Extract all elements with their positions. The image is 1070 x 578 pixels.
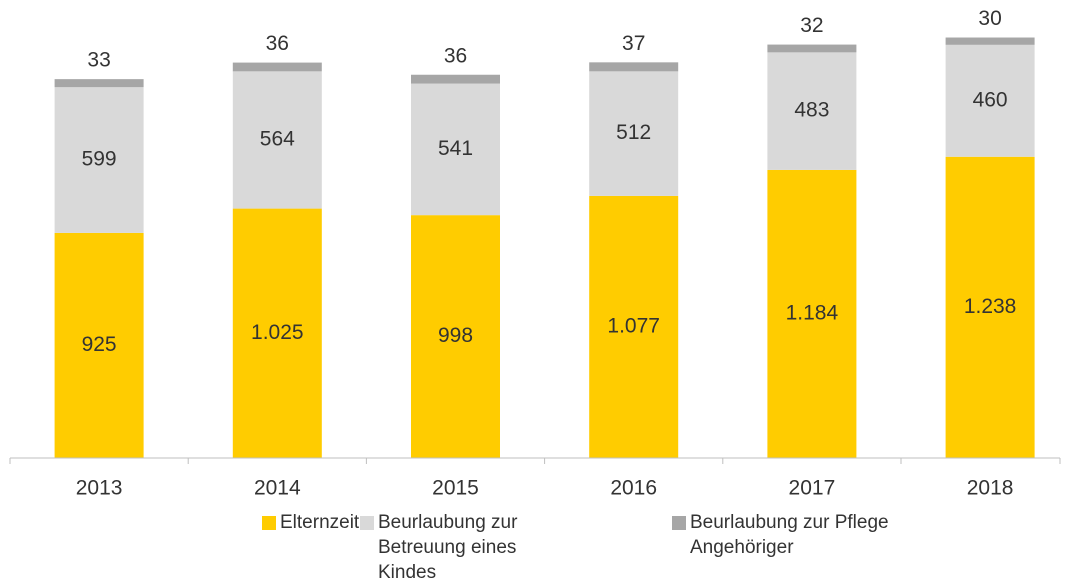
legend: Elternzeit Beurlaubung zur Betreuung eine… (0, 510, 1070, 578)
data-label: 32 (800, 14, 823, 37)
data-label: 541 (438, 137, 473, 160)
data-label: 36 (444, 44, 467, 67)
data-label: 30 (978, 7, 1001, 30)
legend-label: Beurlaubung zur Pflege Angehöriger (690, 512, 889, 558)
bar-segment (589, 62, 679, 72)
bar-segment (589, 195, 679, 458)
legend-label: Elternzeit (280, 512, 360, 533)
bar-segment (945, 37, 1035, 45)
data-label: 1.077 (607, 315, 660, 338)
x-tick-label: 2018 (967, 477, 1014, 500)
x-tick-label: 2014 (254, 477, 301, 500)
data-label: 925 (82, 333, 117, 356)
bar-segment (232, 71, 322, 209)
bar-segment (54, 232, 144, 458)
data-label: 998 (438, 324, 473, 347)
data-label: 564 (260, 128, 295, 151)
data-label: 512 (616, 121, 651, 144)
data-label: 1.184 (786, 301, 839, 324)
bar-segment (411, 74, 500, 84)
bar-segment (232, 208, 322, 458)
x-tick-label: 2017 (789, 477, 836, 500)
data-label: 37 (622, 32, 645, 55)
legend-label: Beurlaubung zur Betreuung eines Kindes (378, 512, 518, 578)
bar-segment (767, 44, 857, 53)
legend-item: Beurlaubung zur Betreuung eines Kindes (360, 510, 578, 578)
legend-item: Elternzeit (262, 510, 430, 535)
x-tick-label: 2016 (610, 477, 657, 500)
data-label: 1.025 (251, 321, 304, 344)
bar-segment (945, 44, 1035, 157)
legend-swatch (672, 516, 686, 530)
data-label: 460 (973, 88, 1008, 111)
bar-segment (411, 83, 500, 216)
legend-swatch (262, 516, 276, 530)
x-tick-label: 2015 (432, 477, 479, 500)
data-label: 36 (266, 32, 289, 55)
data-label: 483 (794, 99, 829, 122)
data-label: 1.238 (964, 295, 1017, 318)
bar-segment (411, 215, 500, 458)
bar-segment (54, 87, 144, 233)
data-label: 599 (82, 148, 117, 171)
data-label: 33 (87, 49, 110, 72)
bar-segment (767, 52, 857, 170)
bar-segment (767, 169, 857, 459)
bar-segment (232, 62, 322, 72)
bar-segment (54, 79, 144, 88)
legend-swatch (360, 516, 374, 530)
bar-segment (589, 71, 679, 196)
bar-segment (945, 156, 1035, 458)
x-tick-label: 2013 (76, 477, 123, 500)
legend-item: Beurlaubung zur Pflege Angehöriger (672, 510, 890, 560)
plot: 925 599 33 2013 1.025 564 36 2014 998 541 36 2015 1.… (9, 7, 1061, 500)
